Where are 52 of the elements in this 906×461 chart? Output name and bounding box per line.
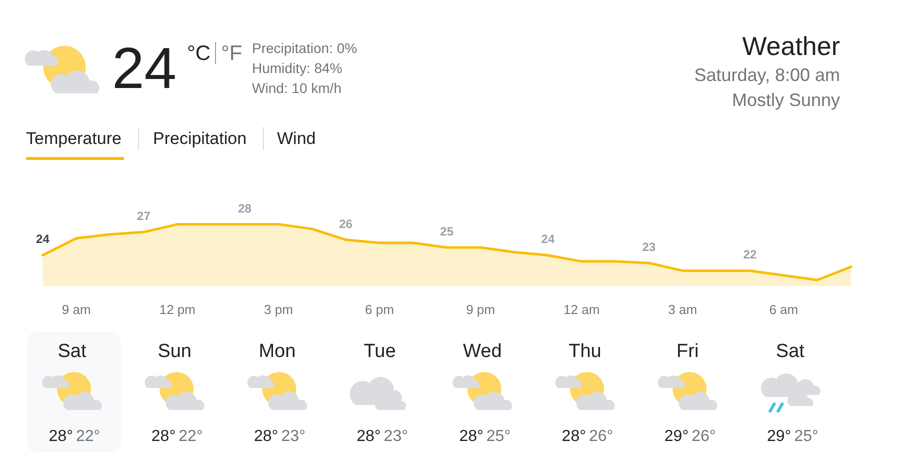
data-label: 25 [440, 224, 454, 239]
annotation: 23° [281, 428, 306, 445]
category-label: Wed [463, 341, 502, 362]
annotation: 28° [254, 428, 278, 445]
annotation: 22° [76, 428, 100, 445]
x-tick-label: 9 am [62, 302, 91, 318]
category-label: Thu [568, 341, 602, 362]
annotation: 22° [178, 428, 203, 445]
data-label: 23 [642, 240, 656, 254]
text: °F [221, 42, 242, 65]
x-tick-label: 6 pm [365, 302, 394, 318]
annotation: 25° [794, 428, 818, 445]
category-label: Tue [364, 341, 396, 362]
annotation: 29° [766, 428, 792, 445]
text: Wind [277, 129, 316, 148]
annotation: 28° [151, 428, 176, 445]
annotation: 26° [692, 428, 716, 445]
annotation: 29° [664, 428, 689, 445]
data-label: 26 [339, 216, 353, 231]
text: Humidity: 84% [252, 60, 342, 76]
text: Precipitation [153, 129, 247, 148]
data-label: 27 [137, 209, 151, 224]
data-label: 28 [238, 201, 252, 216]
annotation: 26° [589, 428, 614, 445]
x-tick-label: 12 pm [159, 302, 196, 318]
x-tick-label: 9 pm [466, 302, 495, 318]
category-label: Sat [58, 341, 87, 362]
annotation: 25° [486, 428, 511, 445]
category-label: Mon [258, 341, 296, 362]
category-label: Sun [158, 341, 192, 362]
text: 24 [112, 36, 177, 101]
text: Wind: 10 km/h [252, 80, 342, 96]
annotation: 28° [48, 428, 73, 445]
text: °C [187, 42, 211, 65]
annotation: 28° [356, 428, 381, 445]
x-tick-label: 3 pm [264, 302, 293, 318]
annotation: 28° [459, 428, 484, 445]
text: Weather [742, 31, 840, 61]
category-label: Fri [676, 341, 699, 362]
category-label: Sat [776, 341, 806, 362]
data-label: 24 [541, 232, 555, 246]
x-tick-label: 12 am [564, 302, 600, 318]
annotation: 23° [384, 428, 408, 445]
x-tick-label: 6 am [769, 302, 798, 318]
text: Temperature [26, 129, 122, 148]
data-label: 22 [743, 248, 757, 262]
annotation: 28° [562, 428, 586, 445]
data-label: 24 [36, 232, 50, 246]
text: Mostly Sunny [732, 90, 840, 110]
x-tick-label: 3 am [668, 302, 698, 318]
text: Saturday, 8:00 am [694, 65, 840, 85]
text: Precipitation: 0% [252, 40, 358, 56]
